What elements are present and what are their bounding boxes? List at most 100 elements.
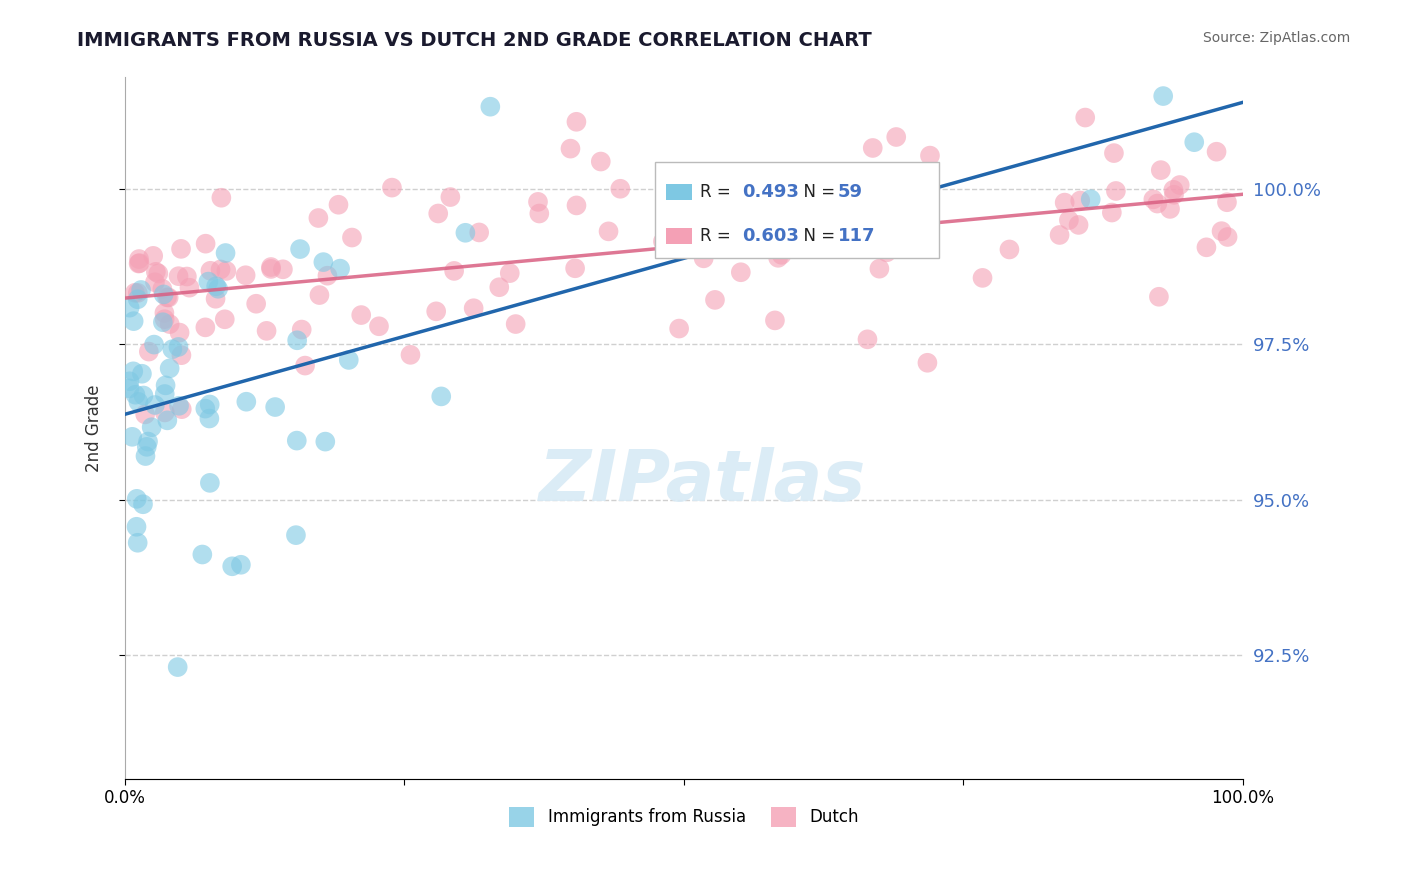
Dutch xyxy=(589,154,612,169)
Immigrants from Russia xyxy=(132,388,155,402)
Immigrants from Russia xyxy=(454,226,477,240)
Dutch xyxy=(488,280,510,294)
Dutch xyxy=(1195,240,1218,254)
Dutch xyxy=(884,130,907,145)
Dutch xyxy=(209,262,232,277)
Dutch xyxy=(127,285,149,300)
Dutch xyxy=(565,198,588,212)
Dutch xyxy=(153,405,176,419)
Text: ZIPatlas: ZIPatlas xyxy=(540,447,866,516)
Dutch xyxy=(912,208,935,222)
Immigrants from Russia xyxy=(135,440,157,454)
Dutch xyxy=(124,285,146,300)
Immigrants from Russia xyxy=(1182,135,1205,149)
Dutch xyxy=(425,304,447,318)
Dutch xyxy=(792,199,814,213)
Dutch xyxy=(766,251,789,265)
Dutch xyxy=(529,206,551,220)
Immigrants from Russia xyxy=(121,430,143,444)
Immigrants from Russia xyxy=(136,434,159,449)
Dutch xyxy=(1069,194,1091,208)
Dutch xyxy=(148,267,170,281)
Immigrants from Russia xyxy=(479,100,502,114)
Immigrants from Russia xyxy=(197,275,219,289)
Dutch xyxy=(235,268,257,283)
Dutch xyxy=(1163,187,1185,202)
Immigrants from Russia xyxy=(122,364,145,378)
Immigrants from Russia xyxy=(312,255,335,269)
Dutch xyxy=(560,142,582,156)
Dutch xyxy=(142,249,165,263)
Dutch xyxy=(463,301,485,316)
Dutch xyxy=(271,262,294,277)
Immigrants from Russia xyxy=(162,342,184,356)
Text: 0.493: 0.493 xyxy=(742,183,799,201)
Dutch xyxy=(1159,202,1181,216)
Immigrants from Russia xyxy=(122,314,145,328)
Dutch xyxy=(256,324,278,338)
Dutch xyxy=(668,321,690,335)
Y-axis label: 2nd Grade: 2nd Grade xyxy=(86,384,103,472)
Dutch xyxy=(128,252,150,266)
Dutch xyxy=(153,306,176,320)
Immigrants from Russia xyxy=(285,333,308,347)
Immigrants from Russia xyxy=(214,246,236,260)
Immigrants from Russia xyxy=(131,367,153,381)
Dutch xyxy=(170,348,193,362)
Dutch xyxy=(856,332,879,346)
Dutch xyxy=(869,219,891,233)
Dutch xyxy=(505,317,527,331)
Text: IMMIGRANTS FROM RUSSIA VS DUTCH 2ND GRADE CORRELATION CHART: IMMIGRANTS FROM RUSSIA VS DUTCH 2ND GRAD… xyxy=(77,31,872,50)
Dutch xyxy=(1216,230,1239,244)
Dutch xyxy=(1211,224,1233,238)
Dutch xyxy=(1053,195,1076,210)
Dutch xyxy=(138,344,160,359)
Immigrants from Russia xyxy=(125,520,148,534)
Immigrants from Russia xyxy=(288,242,311,256)
Immigrants from Russia xyxy=(264,400,287,414)
Dutch xyxy=(883,187,905,202)
Dutch xyxy=(692,252,714,266)
Immigrants from Russia xyxy=(337,353,360,368)
Immigrants from Russia xyxy=(430,389,453,403)
Dutch xyxy=(443,264,465,278)
Immigrants from Russia xyxy=(125,491,148,506)
Immigrants from Russia xyxy=(132,497,155,511)
Immigrants from Russia xyxy=(314,434,336,449)
Dutch xyxy=(770,248,793,262)
Dutch xyxy=(176,269,198,284)
Dutch xyxy=(307,211,329,225)
Dutch xyxy=(1147,290,1170,304)
Immigrants from Russia xyxy=(1080,192,1102,206)
Dutch xyxy=(194,236,217,251)
Dutch xyxy=(159,317,181,331)
Dutch xyxy=(800,223,823,237)
Immigrants from Russia xyxy=(143,337,166,351)
Dutch xyxy=(714,194,737,209)
Dutch xyxy=(260,261,283,276)
Text: R =: R = xyxy=(700,227,737,245)
Dutch xyxy=(150,282,173,296)
Dutch xyxy=(468,226,491,240)
Dutch xyxy=(1142,192,1164,206)
Dutch xyxy=(918,148,941,162)
Dutch xyxy=(1205,145,1227,159)
Dutch xyxy=(368,319,391,334)
Immigrants from Russia xyxy=(229,558,252,572)
Immigrants from Russia xyxy=(141,420,163,434)
Immigrants from Russia xyxy=(198,411,221,425)
Text: 117: 117 xyxy=(838,227,876,245)
Dutch xyxy=(862,141,884,155)
Text: N =: N = xyxy=(793,183,841,201)
Text: 59: 59 xyxy=(838,183,863,201)
Immigrants from Russia xyxy=(167,399,190,413)
Immigrants from Russia xyxy=(155,378,177,392)
Immigrants from Russia xyxy=(207,282,229,296)
Dutch xyxy=(1074,111,1097,125)
Dutch xyxy=(200,264,222,278)
Dutch xyxy=(145,265,167,279)
Dutch xyxy=(294,359,316,373)
Immigrants from Russia xyxy=(118,301,141,315)
Dutch xyxy=(328,198,350,212)
Dutch xyxy=(194,320,217,334)
